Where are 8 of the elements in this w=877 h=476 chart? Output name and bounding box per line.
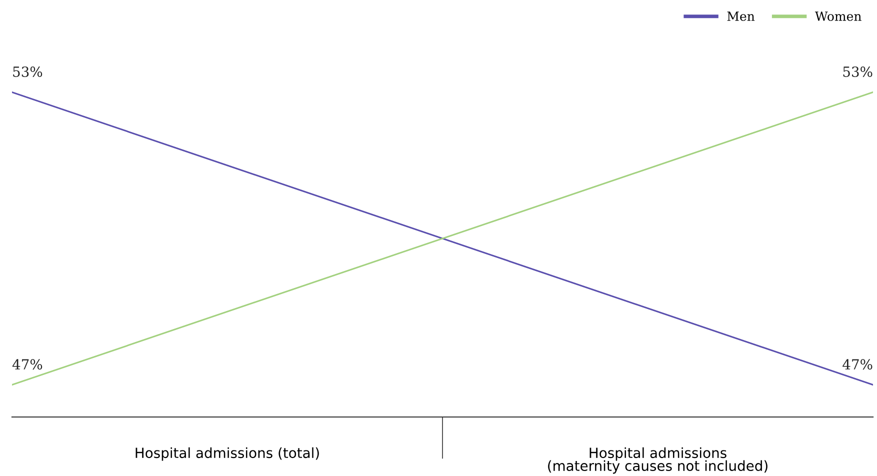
- text: Hospital admissions (total): [136, 447, 319, 461]
- data-label: 53%: [13, 66, 42, 77]
- legend-label: Women: [814, 12, 862, 21]
- data-label: 47%: [842, 359, 872, 370]
- text: Hospital admissions (maternity causes not included): [548, 447, 768, 474]
- data-label: 53%: [843, 66, 872, 77]
- legend-label: Men: [727, 12, 755, 21]
- data-label: 47%: [12, 359, 42, 370]
